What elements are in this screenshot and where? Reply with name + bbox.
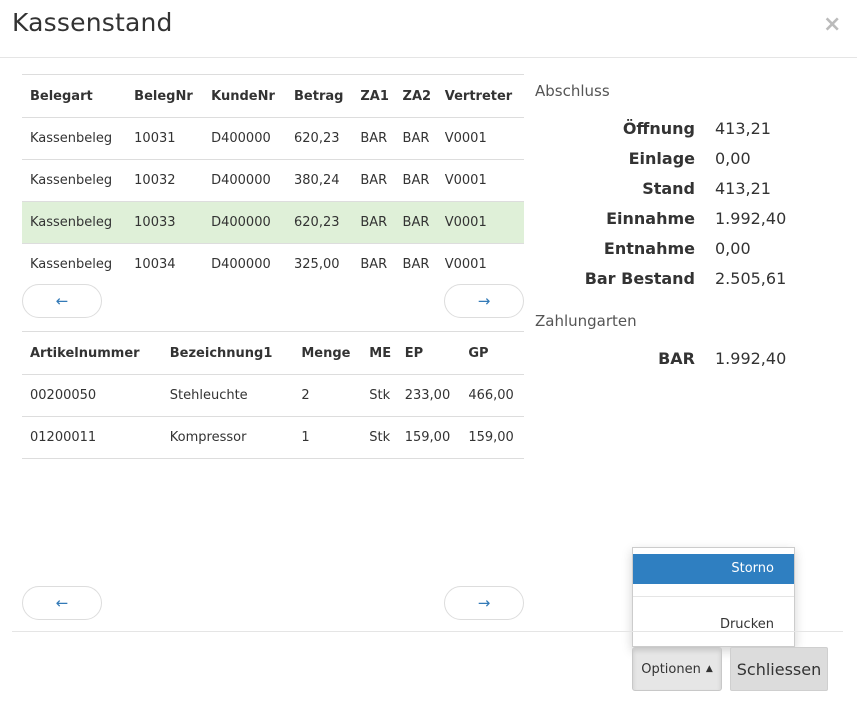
col-menge[interactable]: Menge (301, 345, 351, 361)
cell-bezeichnung1: Kompressor (161, 416, 294, 459)
zahlungsarten-heading: Zahlungarten (535, 312, 637, 330)
table-row[interactable]: 01200011 Kompressor 1 Stk 159,00 159,00 (22, 416, 524, 459)
cell-ep: 159,00 (396, 416, 461, 459)
cell-kundenr: D400000 (203, 243, 286, 285)
options-button-label: Optionen (641, 661, 701, 677)
arrow-right-icon: → (477, 292, 491, 310)
col-za2[interactable]: ZA2 (402, 88, 432, 104)
table-row[interactable]: Kassenbeleg 10034 D400000 325,00 BAR BAR… (22, 243, 524, 285)
options-dropdown-menu: Storno Drucken (632, 547, 795, 647)
cell-me: Stk (361, 416, 397, 459)
cell-belegart: Kassenbeleg (22, 201, 127, 244)
arrow-right-icon: → (477, 594, 491, 612)
belege-table: Belegart BelegNr KundeNr Betrag ZA1 ZA2 … (22, 74, 524, 285)
payment-value-bar: 1.992,40 (715, 349, 787, 368)
cell-za1: BAR (352, 243, 395, 285)
col-vertreter[interactable]: Vertreter (444, 88, 513, 104)
col-gp[interactable]: GP (468, 345, 489, 361)
summary-value-bar-bestand: 2.505,61 (715, 269, 787, 288)
col-ep[interactable]: EP (404, 345, 424, 361)
artikel-header-row: Artikelnummer Bezeichnung1 Menge ME EP G… (22, 332, 524, 375)
abschluss-heading: Abschluss (535, 82, 610, 100)
artikel-table: Artikelnummer Bezeichnung1 Menge ME EP G… (22, 331, 524, 459)
table-row[interactable]: Kassenbeleg 10031 D400000 620,23 BAR BAR… (22, 117, 524, 160)
col-za1[interactable]: ZA1 (360, 88, 389, 104)
menu-item-drucken[interactable]: Drucken (719, 617, 774, 632)
cell-artikelnummer: 00200050 (22, 374, 162, 417)
cell-vertreter: V0001 (436, 201, 524, 244)
artikel-prev-button[interactable]: ← (22, 586, 102, 620)
payment-label-bar: BAR (658, 349, 695, 368)
cell-belegnr: 10032 (126, 159, 204, 202)
summary-label-bar-bestand: Bar Bestand (584, 269, 695, 288)
cell-betrag: 325,00 (286, 243, 353, 285)
cell-belegart: Kassenbeleg (22, 243, 127, 285)
cell-vertreter: V0001 (436, 159, 524, 202)
close-icon[interactable]: × (823, 12, 842, 37)
summary-label-entnahme: Entnahme (603, 239, 695, 258)
cell-gp: 466,00 (460, 374, 524, 417)
arrow-left-icon: ← (55, 292, 69, 310)
cell-betrag: 620,23 (286, 201, 353, 244)
modal-title: Kassenstand (12, 8, 173, 37)
cell-belegnr: 10031 (126, 117, 204, 160)
col-bezeichnung1[interactable]: Bezeichnung1 (169, 345, 273, 361)
belege-next-button[interactable]: → (444, 284, 524, 318)
summary-value-einlage: 0,00 (715, 149, 751, 168)
summary-value-einnahme: 1.992,40 (715, 209, 787, 228)
cell-belegnr: 10034 (126, 243, 204, 285)
summary-value-entnahme: 0,00 (715, 239, 751, 258)
belege-prev-button[interactable]: ← (22, 284, 102, 318)
cell-za2: BAR (394, 117, 437, 160)
summary-label-einlage: Einlage (628, 149, 695, 168)
menu-divider (633, 596, 794, 597)
col-me[interactable]: ME (369, 345, 392, 361)
cell-kundenr: D400000 (203, 201, 286, 244)
cell-za1: BAR (352, 201, 395, 244)
close-button[interactable]: Schliessen (730, 647, 828, 691)
cell-belegnr: 10033 (126, 201, 204, 244)
cell-menge: 1 (293, 416, 362, 459)
cell-betrag: 620,23 (286, 117, 353, 160)
summary-value-oeffnung: 413,21 (715, 119, 771, 138)
cell-za2: BAR (394, 243, 437, 285)
cell-za2: BAR (394, 201, 437, 244)
belege-header-row: Belegart BelegNr KundeNr Betrag ZA1 ZA2 … (22, 75, 524, 118)
cell-me: Stk (361, 374, 397, 417)
summary-label-einnahme: Einnahme (606, 209, 695, 228)
cell-kundenr: D400000 (203, 159, 286, 202)
cell-za1: BAR (352, 117, 395, 160)
cell-gp: 159,00 (460, 416, 524, 459)
footer-divider (12, 631, 843, 632)
col-belegnr[interactable]: BelegNr (134, 88, 193, 104)
table-row-selected[interactable]: Kassenbeleg 10033 D400000 620,23 BAR BAR… (22, 201, 524, 244)
table-row[interactable]: 00200050 Stehleuchte 2 Stk 233,00 466,00 (22, 374, 524, 417)
cell-belegart: Kassenbeleg (22, 159, 127, 202)
summary-label-oeffnung: Öffnung (622, 119, 695, 138)
cell-menge: 2 (293, 374, 362, 417)
summary-value-stand: 413,21 (715, 179, 771, 198)
col-artikelnummer[interactable]: Artikelnummer (30, 345, 140, 361)
table-row[interactable]: Kassenbeleg 10032 D400000 380,24 BAR BAR… (22, 159, 524, 202)
col-kundenr[interactable]: KundeNr (211, 88, 275, 104)
col-betrag[interactable]: Betrag (294, 88, 344, 104)
cell-ep: 233,00 (396, 374, 461, 417)
cell-bezeichnung1: Stehleuchte (161, 374, 294, 417)
summary-label-stand: Stand (642, 179, 695, 198)
cell-belegart: Kassenbeleg (22, 117, 127, 160)
cell-za1: BAR (352, 159, 395, 202)
artikel-next-button[interactable]: → (444, 586, 524, 620)
cell-za2: BAR (394, 159, 437, 202)
cell-kundenr: D400000 (203, 117, 286, 160)
options-button[interactable]: Optionen ▲ (632, 647, 722, 691)
arrow-left-icon: ← (55, 594, 69, 612)
caret-up-icon: ▲ (705, 664, 713, 674)
cell-vertreter: V0001 (436, 117, 524, 160)
cell-vertreter: V0001 (436, 243, 524, 285)
header-divider (0, 57, 857, 58)
menu-item-storno[interactable]: Storno (633, 554, 794, 584)
cell-betrag: 380,24 (286, 159, 353, 202)
col-belegart[interactable]: Belegart (30, 88, 93, 104)
cell-artikelnummer: 01200011 (22, 416, 162, 459)
